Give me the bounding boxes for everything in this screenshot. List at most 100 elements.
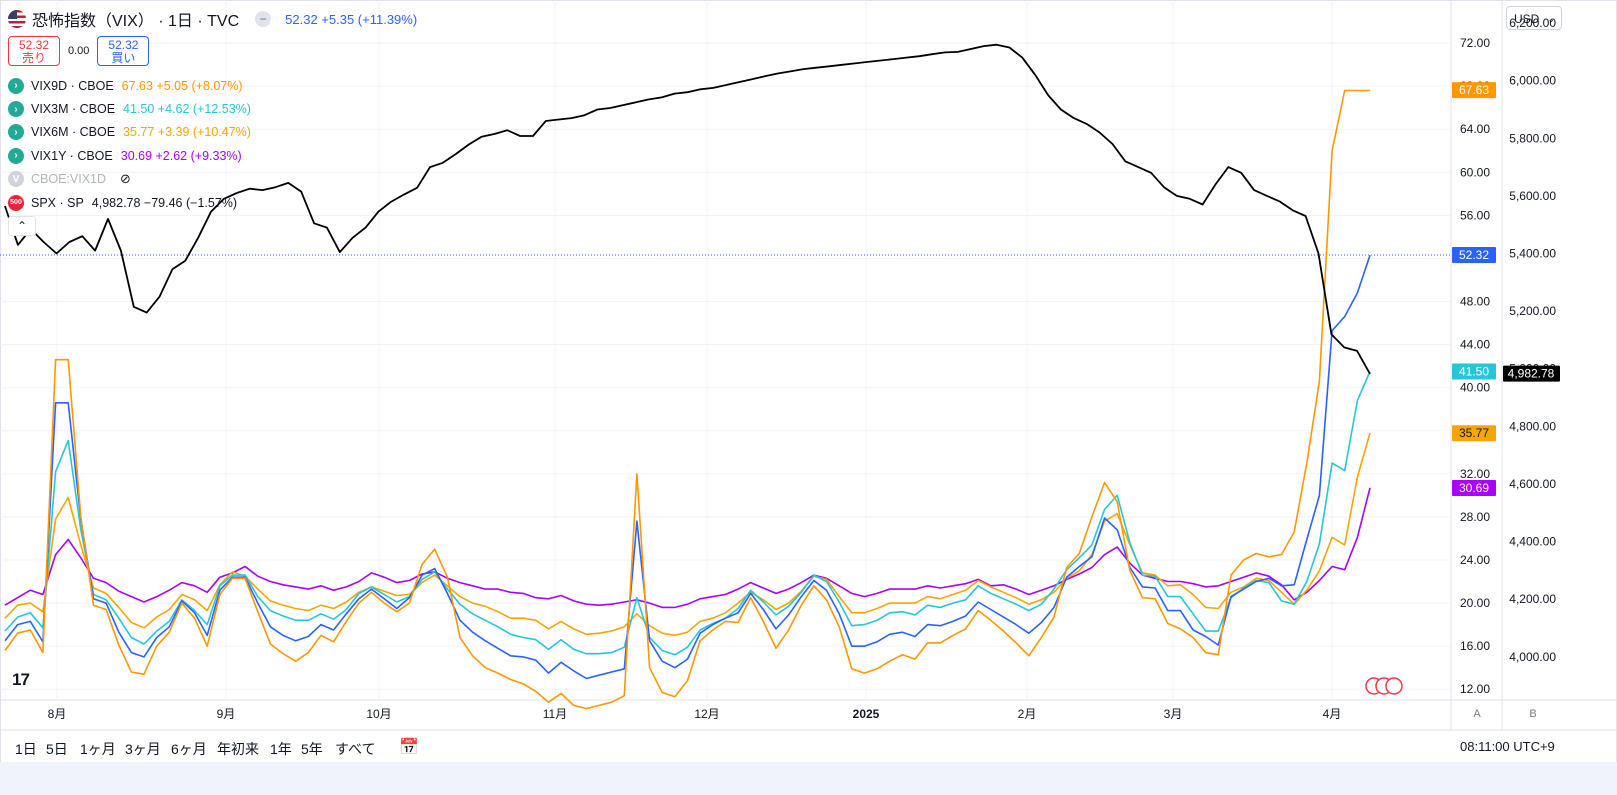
price-label-bg: [1452, 479, 1496, 496]
legend-value: 35.77 +3.39 (+10.47%): [123, 125, 251, 140]
price-label-bg: [1452, 82, 1496, 99]
left-axis-tick: 20.00: [1460, 596, 1490, 610]
series-line-vix1y: [4, 487, 1371, 609]
price-label: 52.32: [1452, 247, 1496, 264]
price-label-bg: [1452, 247, 1496, 264]
series-line-vix: [4, 254, 1371, 680]
minimize-icon[interactable]: −: [255, 11, 272, 27]
price-label-text: 41.50: [1459, 365, 1489, 379]
range-1d[interactable]: 1日: [15, 741, 37, 757]
left-axis-tick: 12.00: [1460, 682, 1490, 696]
legend-name: VIX1Y · CBOE: [31, 148, 113, 163]
legend-item-vix6m[interactable]: › VIX6M · CBOE 35.77 +3.39 (+10.47%): [8, 121, 251, 144]
left-axis-tick: 48.00: [1460, 295, 1490, 309]
legend-item-vix1d[interactable]: V CBOE:VIX1D ⊘: [8, 168, 251, 191]
left-axis-tick: 72.00: [1460, 36, 1490, 50]
chevron-down-icon: ⌄: [1547, 14, 1555, 24]
spx-label-bg: [1503, 365, 1560, 382]
left-axis-tick: 16.00: [1460, 639, 1490, 653]
x-axis-tick: 11月: [543, 707, 567, 721]
price-label-text: 67.63: [1459, 83, 1489, 97]
spx-label-text: 4,982.78: [1508, 367, 1555, 381]
legend-item-vix3m[interactable]: › VIX3M · CBOE 41.50 +4.62 (+12.53%): [8, 97, 251, 120]
calendar-icon[interactable]: 📅: [399, 739, 419, 756]
right-axis-tick: 4,800.00: [1509, 419, 1556, 433]
legend-item-spx[interactable]: 500 SPX · SP 4,982.78 −79.46 (−1.57%): [8, 191, 251, 214]
x-axis-tick: 8月: [48, 707, 67, 721]
range-ytd[interactable]: 年初来: [217, 741, 259, 757]
right-axis-tick: 5,800.00: [1509, 131, 1556, 145]
price-label-text: 30.69: [1459, 481, 1489, 495]
eye-off-icon[interactable]: ⊘: [120, 171, 131, 187]
x-axis-tick: 3月: [1164, 707, 1183, 721]
legend-name: VIX3M · CBOE: [31, 102, 116, 117]
legend-value: 30.69 +2.62 (+9.33%): [120, 148, 242, 163]
bottom-strip: [0, 762, 1617, 795]
collapse-legend-button[interactable]: ⌃: [8, 216, 36, 236]
range-all[interactable]: すべて: [335, 741, 376, 757]
range-5d[interactable]: 5日: [46, 741, 68, 757]
legend-value: 67.63 +5.05 (+8.07%): [121, 78, 243, 93]
sell-price: 52.32: [18, 38, 50, 52]
range-6m[interactable]: 6ヶ月: [171, 741, 207, 757]
x-axis-tick: 4月: [1323, 707, 1342, 721]
left-axis-tick: 60.00: [1460, 165, 1490, 179]
spread-value: 0.00: [68, 45, 90, 57]
x-axis-tick: 2025: [853, 707, 880, 721]
legend-name: SPX · SP: [31, 195, 84, 210]
legend-name: CBOE:VIX1D: [31, 172, 107, 187]
right-axis-tick: 4,000.00: [1509, 650, 1556, 664]
range-3m[interactable]: 3ヶ月: [125, 741, 161, 757]
us-flag-icon: [8, 10, 26, 28]
legend-value: 41.50 +4.62 (+12.53%): [123, 102, 251, 117]
range-5y[interactable]: 5年: [301, 741, 323, 757]
series-line-vix9d: [4, 89, 1370, 710]
series-layer: [4, 43, 1403, 710]
price-label-text: 52.32: [1459, 248, 1489, 262]
bottom-toolbar: 1日 5日 1ヶ月 3ヶ月 6ヶ月 年初来 1年 5年 すべて 📅 08:11:…: [0, 731, 1617, 761]
legend-name: VIX6M · CBOE: [31, 125, 116, 140]
x-axis-tick: 10月: [366, 707, 391, 721]
right-axis-tick: 5,600.00: [1509, 189, 1556, 203]
right-axis-tick: 5,400.00: [1509, 246, 1556, 260]
x-axis-tick: 12月: [694, 707, 719, 721]
currency-select[interactable]: USD ⌄: [1506, 6, 1562, 30]
legend: › VIX9D · CBOE 67.63 +5.05 (+8.07%) › VI…: [8, 74, 251, 214]
trade-panel: 52.32 売り 0.00 52.32 買い: [8, 36, 150, 66]
range-1y[interactable]: 1年: [270, 741, 292, 757]
price-label-text: 35.77: [1459, 426, 1489, 440]
left-axis-tick: 64.00: [1460, 122, 1490, 136]
sell-label: 売り: [21, 51, 46, 65]
event-flag-icon: [1385, 677, 1403, 695]
legend-name: VIX9D · CBOE: [31, 78, 114, 93]
price-label: 41.50: [1452, 363, 1496, 380]
play-icon[interactable]: ›: [8, 147, 24, 164]
play-icon[interactable]: ›: [8, 101, 24, 118]
play-icon[interactable]: ›: [8, 124, 24, 141]
range-1m[interactable]: 1ヶ月: [80, 741, 116, 757]
hidden-series-icon[interactable]: V: [8, 171, 24, 188]
spx-price-label: 4,982.78: [1503, 365, 1560, 382]
right-axis-tick: 4,200.00: [1509, 592, 1556, 606]
x-axis-tick: 2月: [1018, 707, 1037, 721]
x-axis-tick: 9月: [217, 707, 236, 721]
price-label: 35.77: [1452, 425, 1496, 442]
buy-button[interactable]: 52.32 買い: [97, 36, 150, 66]
sell-button[interactable]: 52.32 売り: [8, 36, 60, 66]
axes: 72.0068.0064.0060.0056.0052.0048.0044.00…: [48, 16, 1560, 721]
symbol-title[interactable]: 恐怖指数（VIX） · 1日 · TVC: [32, 13, 240, 30]
axis-mode-b: B: [1529, 708, 1536, 720]
buy-label: 買い: [111, 51, 136, 65]
play-icon[interactable]: ›: [8, 77, 24, 94]
price-label-bg: [1452, 363, 1496, 380]
spx-badge-icon[interactable]: 500: [8, 194, 24, 211]
legend-item-vix1y[interactable]: › VIX1Y · CBOE 30.69 +2.62 (+9.33%): [8, 144, 251, 167]
price-label: 30.69: [1452, 479, 1496, 496]
clock-readout[interactable]: 08:11:00 UTC+9: [1460, 739, 1555, 754]
left-axis-tick: 32.00: [1460, 467, 1490, 481]
price-label-bg: [1452, 425, 1496, 442]
legend-item-vix9d[interactable]: › VIX9D · CBOE 67.63 +5.05 (+8.07%): [8, 74, 251, 97]
right-axis-tick: 5,200.00: [1509, 304, 1556, 318]
left-axis-tick: 44.00: [1460, 338, 1490, 352]
